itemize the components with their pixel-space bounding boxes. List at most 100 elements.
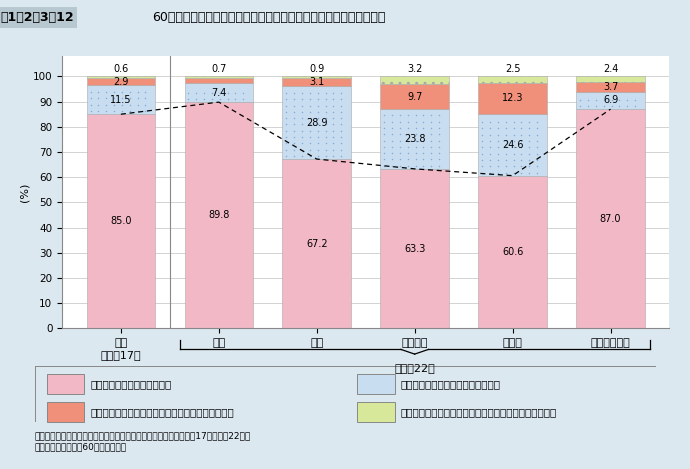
Point <box>312 108 323 115</box>
Point <box>500 131 511 138</box>
Point <box>304 108 315 115</box>
Point <box>328 96 339 103</box>
Point <box>531 156 542 164</box>
Point <box>402 149 413 157</box>
Point <box>386 112 397 119</box>
Point <box>418 118 429 125</box>
Point <box>336 121 347 128</box>
Point <box>484 162 495 170</box>
Point <box>531 118 542 126</box>
Point <box>199 89 210 97</box>
Point <box>622 96 633 104</box>
Point <box>140 101 151 108</box>
Point <box>395 124 406 132</box>
Point <box>320 102 331 109</box>
Point <box>288 121 299 128</box>
Point <box>500 162 511 170</box>
Point <box>493 162 504 170</box>
Point <box>379 124 390 132</box>
Point <box>304 133 315 141</box>
Point <box>297 108 308 115</box>
Point <box>531 144 542 151</box>
Point <box>493 131 504 138</box>
Bar <box>86 85 155 114</box>
Point <box>410 149 421 157</box>
Point <box>395 118 406 125</box>
Point <box>477 118 488 126</box>
Point <box>516 162 527 170</box>
Point <box>336 89 347 97</box>
Bar <box>184 102 253 328</box>
Point <box>493 169 504 176</box>
Point <box>426 118 437 125</box>
Point <box>484 131 495 138</box>
Point <box>215 89 226 97</box>
Point <box>312 121 323 128</box>
Point <box>516 118 527 126</box>
Point <box>531 131 542 138</box>
Point <box>124 89 135 96</box>
Point <box>199 95 210 103</box>
Point <box>402 130 413 138</box>
Point <box>402 162 413 169</box>
Point <box>379 112 390 119</box>
Point <box>206 95 217 103</box>
Point <box>524 131 535 138</box>
Point <box>85 89 96 96</box>
Text: 資料：内閣府「高齢者の生活と意識に関する国際比較調査」（平成17年・平成22年）
（注）調査対象は、60歳以上の男女: 資料：内閣府「高齢者の生活と意識に関する国際比較調査」（平成17年・平成22年）… <box>34 431 250 451</box>
Point <box>433 143 444 151</box>
Point <box>426 130 437 138</box>
Point <box>410 143 421 151</box>
Point <box>190 89 201 97</box>
Point <box>402 124 413 132</box>
Y-axis label: (%): (%) <box>20 182 30 202</box>
Point <box>433 112 444 119</box>
Text: 0.7: 0.7 <box>211 64 226 74</box>
Point <box>402 156 413 163</box>
Point <box>117 101 128 108</box>
Point <box>336 114 347 122</box>
Point <box>410 137 421 144</box>
Point <box>124 107 135 115</box>
Bar <box>478 176 547 328</box>
Point <box>500 118 511 126</box>
Point <box>426 143 437 151</box>
Point <box>297 114 308 122</box>
Point <box>328 133 339 141</box>
Point <box>328 102 339 109</box>
Text: 23.8: 23.8 <box>404 134 426 144</box>
Point <box>336 108 347 115</box>
Point <box>386 156 397 163</box>
Point <box>304 121 315 128</box>
Point <box>410 112 421 119</box>
Point <box>281 89 292 97</box>
Point <box>500 144 511 151</box>
Point <box>418 143 429 151</box>
Point <box>93 89 104 96</box>
Point <box>328 140 339 147</box>
Point <box>336 146 347 153</box>
Point <box>418 149 429 157</box>
Point <box>320 146 331 153</box>
Point <box>320 127 331 135</box>
Point <box>484 156 495 164</box>
Point <box>433 124 444 132</box>
Point <box>117 89 128 96</box>
Point <box>304 140 315 147</box>
Text: 不自由で、一部ほかの人の世話や介護を受けている: 不自由で、一部ほかの人の世話や介護を受けている <box>90 408 234 417</box>
Text: 不自由で、全面的にほかの人の世話や介護を受けている: 不自由で、全面的にほかの人の世話や介護を受けている <box>401 408 557 417</box>
Point <box>426 137 437 144</box>
Point <box>426 112 437 119</box>
Point <box>516 150 527 158</box>
Text: 0.6: 0.6 <box>113 64 128 74</box>
Point <box>288 152 299 159</box>
Point <box>477 137 488 145</box>
Point <box>297 121 308 128</box>
Point <box>108 101 119 108</box>
Point <box>281 102 292 109</box>
Point <box>297 96 308 103</box>
Point <box>622 102 633 110</box>
Point <box>297 89 308 97</box>
Point <box>328 152 339 159</box>
Point <box>386 149 397 157</box>
